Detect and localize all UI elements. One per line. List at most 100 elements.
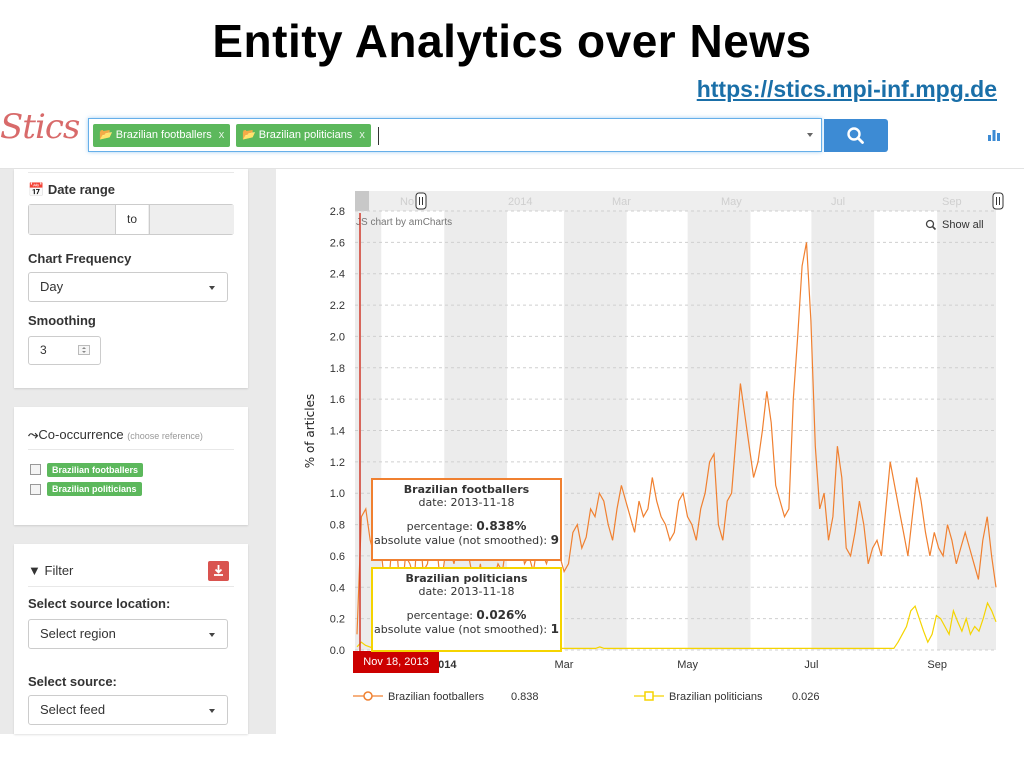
legend-marker <box>644 691 654 701</box>
scrollbar-left-handle[interactable] <box>415 192 427 210</box>
tooltip-politicians: Brazilian politicians date: 2013-11-18 p… <box>371 567 562 652</box>
scrollbar-right-handle[interactable] <box>992 192 1004 210</box>
scrollbar-label: Jul <box>831 196 845 208</box>
legend-marker <box>363 691 373 701</box>
y-tick-label: 1.2 <box>330 457 345 469</box>
sidebar: 📅 Date range to Chart Frequency Day Smoo… <box>0 169 276 734</box>
cooccurrence-checkbox-politicians[interactable] <box>30 484 41 495</box>
tag-remove-button[interactable]: x <box>218 129 225 141</box>
tooltip-abs-row: absolute value (not smoothed): 9 <box>374 533 559 547</box>
y-tick-label: 0.6 <box>330 551 345 563</box>
legend-label: Brazilian footballers <box>388 691 484 703</box>
folder-open-icon: 📂 <box>242 129 256 141</box>
filter-panel: ▼ Filter Select source location: Select … <box>14 544 248 734</box>
tooltip-abs: 1 <box>550 622 559 636</box>
x-axis-ticks: 2014 Mar May Jul Sep <box>432 659 947 671</box>
source-location-label: Select source location: <box>28 596 171 611</box>
y-tick-label: 2.8 <box>330 206 345 218</box>
chart-frequency-value: Day <box>40 279 64 294</box>
chart-scrollbar: No 2014 Mar May Jul Sep <box>355 191 1004 211</box>
search-tag-brazilian-footballers[interactable]: 📂 Brazilian footballers x <box>93 124 231 147</box>
text-cursor <box>378 127 379 145</box>
slide-title: Entity Analytics over News <box>212 15 812 67</box>
y-tick-label: 0.4 <box>330 582 345 594</box>
tooltip-date: date: 2013-11-18 <box>418 496 515 509</box>
chart-area: No 2014 Mar May Jul Sep 0.0 0.2 0.4 0.6 0.8 1.0 1.2… <box>276 169 1024 734</box>
chevron-down-icon <box>209 633 215 637</box>
panel-divider <box>28 449 234 450</box>
region-select[interactable]: Select region <box>28 619 228 649</box>
tag-remove-button[interactable]: x <box>359 129 365 141</box>
spinner-icon[interactable] <box>78 345 90 355</box>
smoothing-value: 3 <box>40 343 47 357</box>
tooltip-footballers: Brazilian footballers date: 2013-11-18 p… <box>371 478 562 561</box>
cooccurrence-header: ⤳Co-occurrence (choose reference) <box>28 427 203 442</box>
download-icon <box>214 565 223 576</box>
cooccurrence-tag-footballers: Brazilian footballers <box>47 463 144 477</box>
x-tick-label: May <box>677 659 698 671</box>
scrollbar-label: 2014 <box>508 196 532 208</box>
settings-panel: 📅 Date range to Chart Frequency Day Smoo… <box>14 169 248 388</box>
x-tick-label: Jul <box>804 659 818 671</box>
cooccurrence-checkbox-footballers[interactable] <box>30 464 41 475</box>
date-from-field[interactable] <box>29 205 116 234</box>
scrollbar-label: Sep <box>942 196 962 208</box>
feed-select-value: Select feed <box>40 702 106 717</box>
scrollbar-track <box>355 191 996 211</box>
download-button[interactable] <box>208 561 229 581</box>
slide-url-link[interactable]: https://stics.mpi-inf.mpg.de <box>696 76 997 102</box>
tooltip-date: date: 2013-11-18 <box>418 585 515 598</box>
cursor-date-label: Nov 18, 2013 <box>363 656 428 668</box>
scrollbar-label: May <box>721 196 742 208</box>
search-tag-label: Brazilian footballers <box>115 129 212 141</box>
app-logo[interactable]: Stics <box>0 107 80 147</box>
chevron-down-icon[interactable] <box>807 133 813 137</box>
bar-chart-icon[interactable] <box>986 127 1002 148</box>
legend-item-politicians: Brazilian politicians 0.026 <box>634 691 820 703</box>
tooltip-abs-row: absolute value (not smoothed): 1 <box>374 622 559 636</box>
y-tick-label: 2.6 <box>330 237 345 249</box>
y-tick-label: 0.0 <box>330 645 345 657</box>
date-range-group: to <box>28 204 234 235</box>
search-tag-brazilian-politicians[interactable]: 📂 Brazilian politicians x <box>236 124 371 147</box>
legend-item-footballers: Brazilian footballers 0.838 <box>353 691 539 703</box>
cursor-date-badge <box>353 651 439 673</box>
date-to-field[interactable] <box>149 205 234 234</box>
y-tick-label: 1.4 <box>330 426 345 438</box>
calendar-icon: 📅 <box>28 182 45 197</box>
search-button[interactable] <box>824 119 888 152</box>
cooccurrence-panel: ⤳Co-occurrence (choose reference) Brazil… <box>14 407 248 525</box>
scrollbar-label: No <box>400 196 414 208</box>
search-tag-label: Brazilian politicians <box>258 129 353 141</box>
filter-icon: ▼ <box>28 563 41 578</box>
legend-label: Brazilian politicians <box>669 691 763 703</box>
y-axis-ticks: 0.0 0.2 0.4 0.6 0.8 1.0 1.2 1.4 1.6 1.8 2.0 2.2 2.4 2… <box>330 206 345 657</box>
y-tick-label: 1.0 <box>330 488 345 500</box>
show-all-button[interactable]: Show all <box>925 219 984 231</box>
y-tick-label: 2.2 <box>330 300 345 312</box>
source-label: Select source: <box>28 674 117 689</box>
y-tick-label: 2.4 <box>330 269 345 281</box>
panel-divider <box>28 586 234 587</box>
smoothing-stepper[interactable]: 3 <box>28 336 101 365</box>
legend-value: 0.838 <box>511 691 539 703</box>
header-divider <box>0 168 1024 169</box>
chart-frequency-label: Chart Frequency <box>28 251 132 266</box>
feed-select[interactable]: Select feed <box>28 695 228 725</box>
x-tick-label: Mar <box>554 659 573 671</box>
search-icon <box>847 127 864 144</box>
tooltip-percentage: 0.838% <box>476 519 527 533</box>
chevron-down-icon <box>209 709 215 713</box>
chart-frequency-select[interactable]: Day <box>28 272 228 302</box>
chart-credit[interactable]: JS chart by amCharts <box>356 217 452 228</box>
search-input[interactable]: 📂 Brazilian footballers x 📂 Brazilian pol… <box>88 118 822 152</box>
y-tick-label: 1.6 <box>330 394 345 406</box>
filter-header: ▼ Filter <box>28 563 74 578</box>
y-tick-label: 2.0 <box>330 331 345 343</box>
tooltip-percentage-row: percentage: 0.838% <box>406 519 527 533</box>
region-select-value: Select region <box>40 626 116 641</box>
cooccurrence-hint: (choose reference) <box>127 431 203 441</box>
chevron-down-icon <box>209 286 215 290</box>
legend-value: 0.026 <box>792 691 820 703</box>
zoom-icon <box>925 219 935 229</box>
